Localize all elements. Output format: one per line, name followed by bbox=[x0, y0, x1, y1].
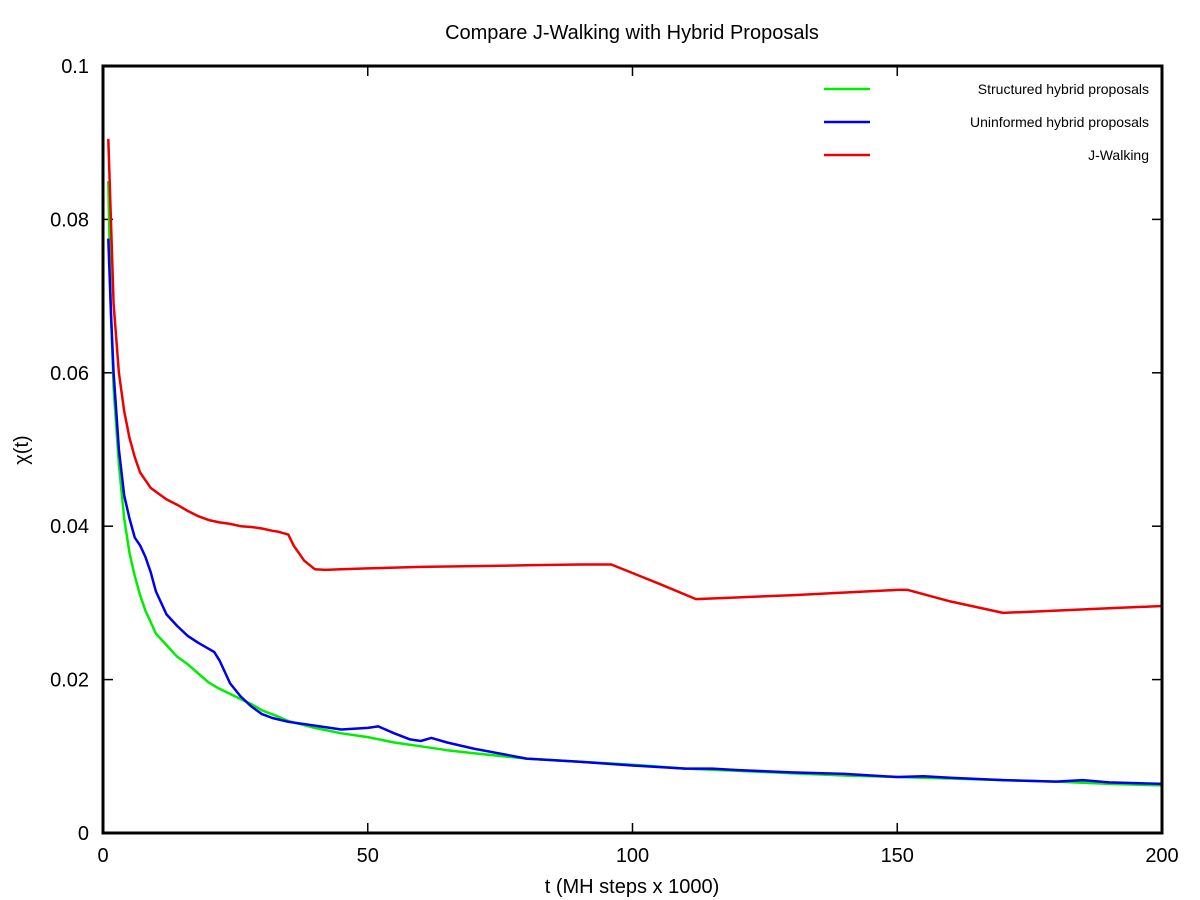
y-tick-label: 0.02 bbox=[50, 670, 89, 692]
series-line-3 bbox=[107, 138, 1162, 615]
chart-title: Compare J-Walking with Hybrid Proposals bbox=[445, 22, 819, 44]
x-tick-label: 150 bbox=[881, 845, 914, 867]
x-tick-label: 100 bbox=[616, 845, 649, 867]
series-line-2 bbox=[107, 238, 1162, 786]
series-line-1 bbox=[107, 181, 1162, 787]
y-tick-label: 0.08 bbox=[50, 209, 89, 231]
y-tick-label: 0.04 bbox=[50, 516, 89, 538]
legend-label-2: Uninformed hybrid proposals bbox=[970, 114, 1149, 130]
legend-label-1: Structured hybrid proposals bbox=[978, 81, 1149, 97]
y-tick-label: 0.1 bbox=[61, 56, 89, 78]
plot-frame bbox=[101, 64, 1164, 835]
legend-label-3: J-Walking bbox=[1088, 147, 1149, 163]
x-tick-label: 50 bbox=[357, 845, 379, 867]
y-axis-title: χ(t) bbox=[11, 435, 33, 464]
y-tick-label: 0.06 bbox=[50, 363, 89, 385]
y-tick-label: 0 bbox=[78, 823, 89, 845]
x-tick-label: 200 bbox=[1145, 845, 1178, 867]
x-tick-label: 0 bbox=[97, 845, 108, 867]
x-axis-title: t (MH steps x 1000) bbox=[545, 876, 720, 898]
